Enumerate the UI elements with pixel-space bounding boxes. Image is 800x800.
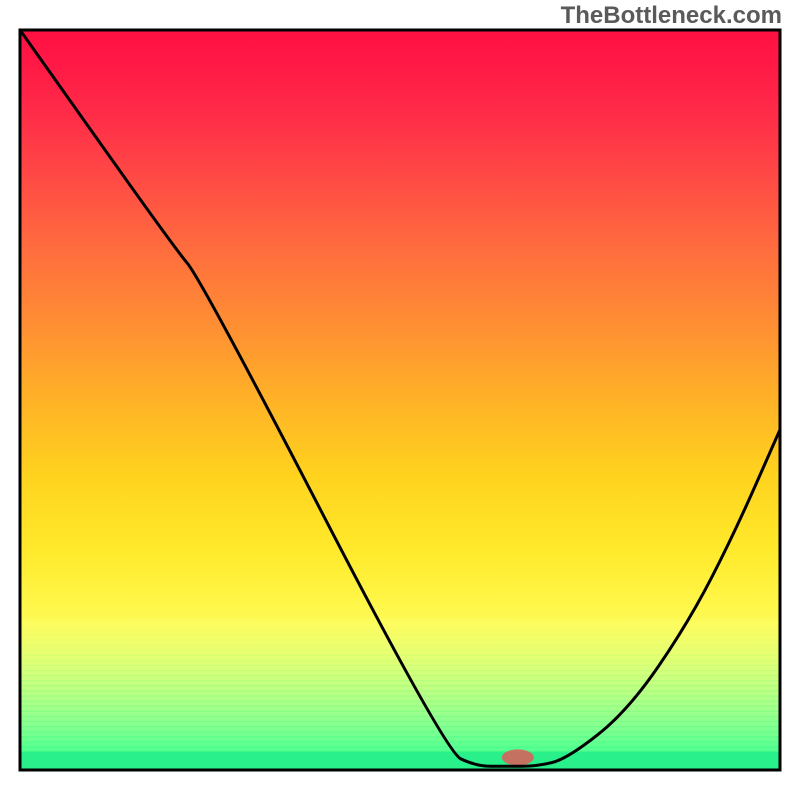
chart-frame: TheBottleneck.com [0,0,800,800]
optimal-marker [502,749,534,765]
bottleneck-chart [0,0,800,800]
plot-area [20,30,780,770]
watermark-text: TheBottleneck.com [561,2,782,30]
bottom-stripes [20,622,780,770]
